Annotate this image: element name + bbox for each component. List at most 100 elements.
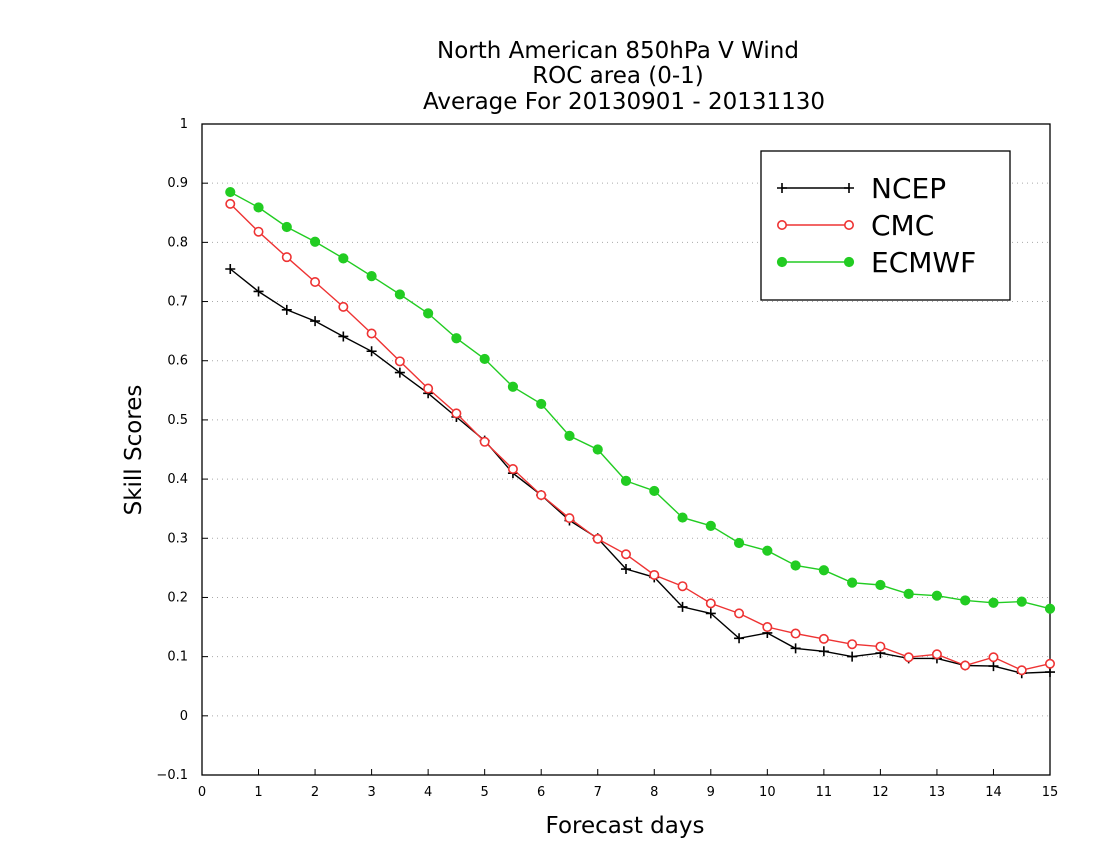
data-point-cmc — [931, 649, 942, 660]
plot-frame — [201, 123, 1051, 776]
data-point-cmc — [762, 622, 773, 633]
x-tick-label: 3 — [367, 785, 375, 800]
x-tick-label: 15 — [1042, 785, 1059, 800]
data-point-ecmwf — [281, 221, 292, 233]
chart-title-line-3: Average For 20130901 - 20131130 — [423, 89, 825, 115]
data-point-ecmwf — [338, 253, 349, 264]
data-point-ecmwf — [394, 289, 405, 300]
data-point-ncep — [677, 601, 688, 612]
data-point-ecmwf — [507, 381, 519, 392]
data-point-ncep — [394, 367, 405, 378]
data-point-ecmwf — [253, 202, 264, 213]
y-axis-label: Skill Scores — [121, 385, 147, 516]
x-tick-label: 9 — [707, 785, 715, 800]
data-point-ecmwf — [733, 537, 745, 549]
data-point-ecmwf — [931, 590, 943, 601]
y-tick-label: 0 — [180, 709, 188, 724]
data-point-ncep — [338, 331, 349, 342]
y-tick-label: 0.5 — [167, 413, 188, 428]
data-point-cmc — [366, 328, 377, 339]
data-point-cmc — [790, 628, 801, 639]
y-tick-label: 0.2 — [167, 590, 188, 605]
data-point-ecmwf — [309, 236, 321, 247]
data-point-cmc — [451, 408, 462, 419]
data-point-cmc — [394, 356, 405, 367]
data-point-cmc — [592, 533, 603, 544]
data-point-cmc — [734, 608, 745, 619]
data-point-cmc — [310, 277, 321, 288]
x-tick-label: 1 — [254, 785, 262, 800]
y-tick-label: 0.3 — [167, 531, 188, 546]
data-point-cmc — [620, 549, 631, 560]
legend-marker-ncep — [777, 183, 787, 193]
data-point-cmc — [649, 569, 660, 580]
data-point-ecmwf — [592, 444, 603, 455]
x-tick-label: 8 — [650, 785, 658, 800]
x-tick-label: 2 — [311, 785, 319, 800]
data-point-ncep — [818, 646, 829, 657]
data-point-cmc — [281, 252, 292, 263]
data-point-cmc — [960, 660, 971, 671]
data-point-cmc — [847, 639, 858, 650]
data-point-ecmwf — [423, 308, 434, 319]
data-point-cmc — [903, 652, 914, 663]
data-point-ncep — [225, 263, 236, 274]
data-point-cmc — [677, 581, 688, 592]
data-point-ncep — [366, 346, 377, 357]
data-point-cmc — [536, 490, 547, 501]
data-point-ncep — [790, 643, 801, 654]
data-point-ncep — [281, 304, 292, 315]
data-point-ncep — [734, 633, 745, 644]
data-point-ecmwf — [875, 579, 886, 591]
data-point-ecmwf — [790, 560, 801, 571]
y-tick-label: 0.7 — [167, 295, 188, 310]
legend-marker-ecmwf — [776, 256, 788, 268]
data-point-cmc — [875, 641, 886, 652]
x-tick-label: 14 — [985, 785, 1002, 800]
x-axis-label: Forecast days — [546, 813, 705, 839]
x-tick-label: 5 — [481, 785, 489, 800]
data-point-ecmwf — [705, 520, 716, 531]
data-point-ecmwf — [903, 588, 914, 600]
data-point-cmc — [1016, 665, 1027, 676]
series-group — [225, 186, 1056, 679]
x-tick-label: 13 — [929, 785, 946, 800]
x-tick-label: 0 — [198, 785, 206, 800]
data-point-cmc — [988, 652, 999, 663]
data-point-cmc — [564, 513, 575, 524]
axes: −0.100.10.20.30.40.50.60.70.80.910 1 2 3 4 5 6… — [156, 117, 1058, 800]
legend-label-ncep: NCEP — [871, 172, 946, 205]
data-point-cmc — [423, 383, 434, 394]
data-point-ncep — [621, 564, 631, 575]
data-point-cmc — [225, 198, 236, 209]
data-point-cmc — [479, 436, 490, 447]
data-point-cmc — [818, 633, 829, 644]
legend-marker-cmc — [776, 220, 787, 231]
data-point-ecmwf — [620, 475, 632, 486]
data-point-ncep — [847, 651, 858, 662]
data-point-ecmwf — [677, 512, 688, 523]
data-point-ecmwf — [536, 398, 547, 410]
chart-title-line-1: North American 850hPa V Wind — [437, 38, 799, 64]
data-point-ncep — [988, 661, 999, 672]
y-tick-label: −0.1 — [156, 768, 188, 783]
x-tick-label: 4 — [424, 785, 432, 800]
series-line-ncep — [229, 268, 1051, 674]
data-point-cmc — [338, 301, 349, 312]
x-tick-label: 12 — [872, 785, 889, 800]
y-tick-label: 0.4 — [167, 472, 188, 487]
data-point-ecmwf — [1016, 596, 1027, 607]
data-point-ecmwf — [225, 186, 236, 198]
x-tick-label: 11 — [816, 785, 833, 800]
data-point-ecmwf — [762, 545, 773, 556]
x-tick-label: 10 — [759, 785, 776, 800]
legend-label-cmc: CMC — [871, 209, 934, 242]
y-tick-label: 0.8 — [167, 235, 188, 250]
data-point-ecmwf — [960, 595, 971, 606]
x-tick-label: 6 — [537, 785, 545, 800]
data-point-ncep — [253, 286, 264, 297]
legend-marker-ecmwf — [843, 256, 855, 268]
data-point-ecmwf — [847, 577, 858, 588]
data-point-ecmwf — [649, 485, 660, 497]
